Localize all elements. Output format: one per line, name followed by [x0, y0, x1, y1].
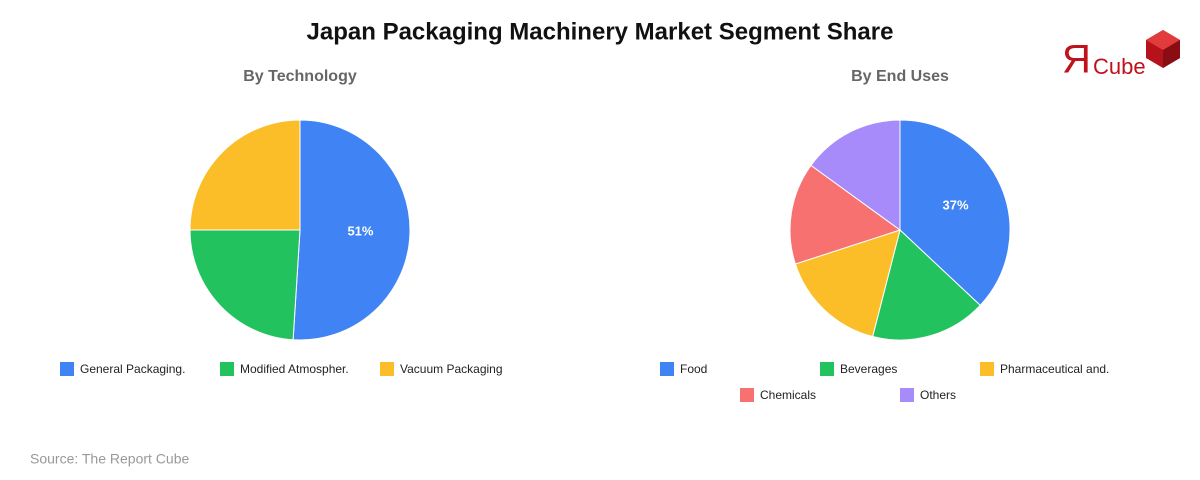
legend-label: General Packaging. [80, 362, 185, 376]
data-label: 51% [347, 223, 373, 238]
legend-swatch [740, 388, 754, 402]
source: Source: The Report Cube [30, 451, 189, 467]
legend-swatch [980, 362, 994, 376]
legend-swatch [820, 362, 834, 376]
pie-slice [189, 229, 301, 341]
legend-swatch [660, 362, 674, 376]
legend-label: Pharmaceutical and. [1000, 362, 1109, 376]
legend-swatch [900, 388, 914, 402]
legend-swatch [60, 362, 74, 376]
legend-label: Beverages [840, 362, 897, 376]
legend-label: Others [920, 388, 956, 402]
chart-title: By End Uses [851, 68, 949, 85]
chart-title: By Technology [243, 68, 357, 85]
pie-slice [794, 229, 901, 338]
legend-swatch [380, 362, 394, 376]
pie-slice [189, 119, 301, 231]
legend-label: Food [680, 362, 707, 376]
logo-text: Cube [1093, 54, 1146, 79]
data-label: 37% [943, 197, 969, 212]
pie-slice [789, 164, 902, 265]
legend-label: Chemicals [760, 388, 816, 402]
legend-label: Modified Atmospher. [240, 362, 349, 376]
pie-slice [872, 229, 981, 341]
pie-slice [899, 119, 1011, 307]
main-title: Japan Packaging Machinery Market Segment… [307, 18, 894, 45]
logo: Я Cube [1062, 30, 1180, 82]
pie-slice [292, 119, 411, 341]
legend-swatch [220, 362, 234, 376]
legend-label: Vacuum Packaging [400, 362, 503, 376]
logo-mark: Я [1062, 38, 1091, 82]
pie-slice [810, 119, 901, 231]
